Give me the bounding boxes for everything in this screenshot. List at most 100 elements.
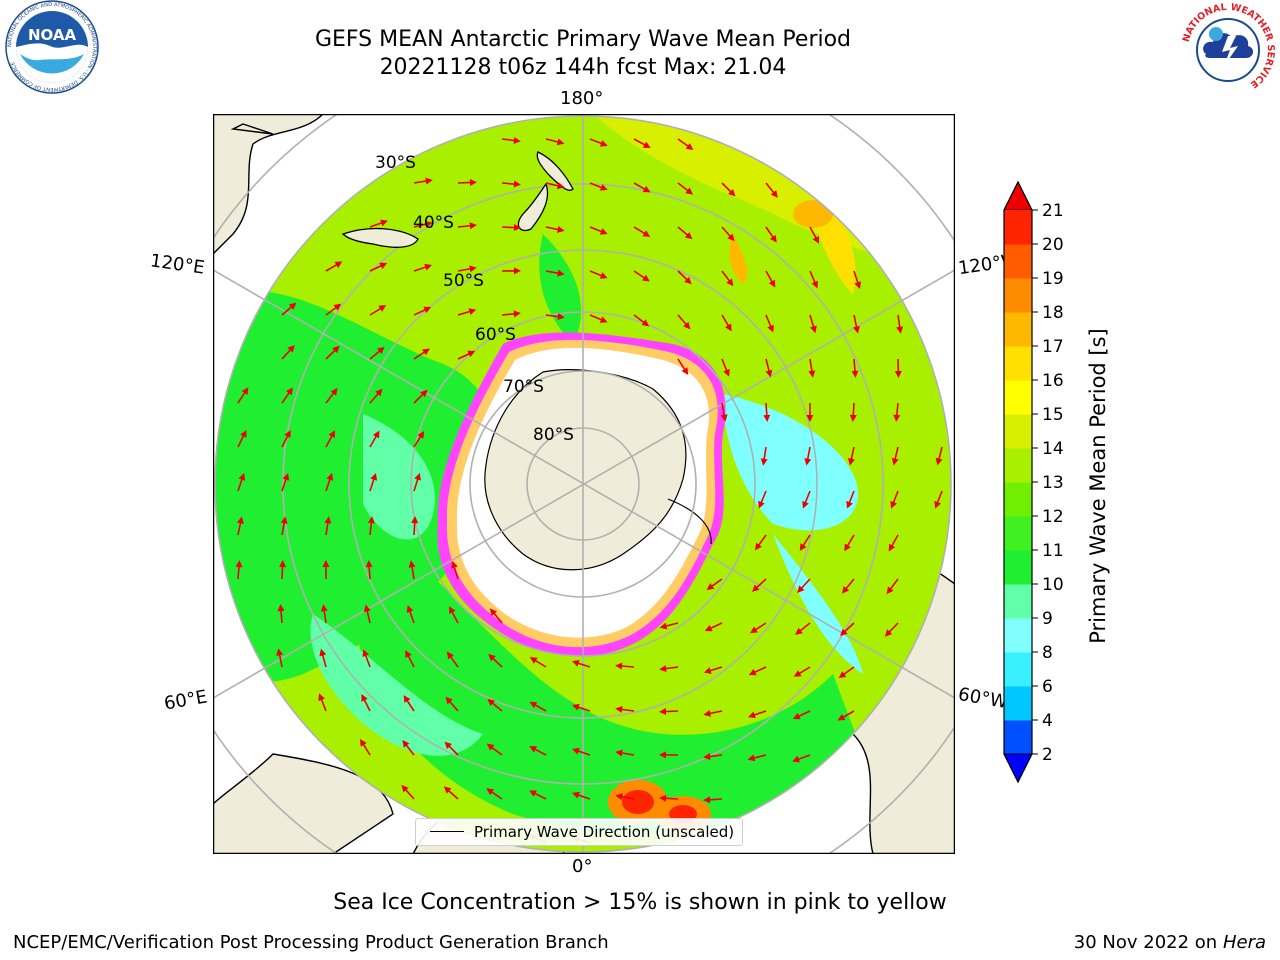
polar-map[interactable]: 30°S 40°S 50°S 60°S 70°S 80°S: [212, 113, 956, 855]
colorbar-segment: [1004, 278, 1032, 313]
wave-arrow-head: [286, 387, 293, 396]
wave-arrow-head: [808, 370, 816, 378]
wave-arrow-head: [279, 560, 287, 568]
wave-arrow-head: [767, 324, 774, 333]
wave-arrow-head: [445, 696, 453, 705]
wave-arrow-head: [641, 319, 650, 327]
lat-label-70s: 70°S: [503, 377, 544, 397]
wave-arrow-head: [886, 586, 894, 595]
chart-subtitle: 20221128 t06z 144h fcst Max: 21.04: [379, 55, 787, 80]
wave-arrow-head: [280, 516, 288, 524]
wave-arrow-head: [424, 263, 433, 271]
colorbar-tick-label: 8: [1042, 643, 1053, 663]
colorbar-segment: [1004, 550, 1032, 585]
wave-arrow-head: [684, 276, 692, 285]
colorbar-tick-label: 13: [1042, 473, 1064, 493]
wave-arrow-head: [401, 784, 409, 793]
wave-arrow-head: [893, 414, 901, 422]
wave-arrow-head: [837, 713, 846, 721]
wave-arrow-head: [704, 624, 713, 632]
wave-arrow-head: [405, 650, 412, 658]
wave-arrow-head: [811, 280, 818, 289]
wave-arrow-head: [571, 659, 580, 667]
wave-arrow-head: [489, 608, 498, 617]
wave-arrow-head: [884, 629, 893, 637]
wave-arrow-head: [896, 326, 904, 334]
colorbar-segment: [1004, 414, 1032, 449]
wave-arrow-head: [799, 543, 807, 551]
wave-arrow-head: [557, 226, 565, 233]
wave-arrow-head: [751, 584, 760, 592]
wave-arrow-head: [750, 626, 758, 634]
wave-arrow-head: [449, 606, 456, 615]
wave-arrow-head: [403, 695, 411, 703]
wave-arrow-head: [642, 185, 651, 193]
wave-arrow-head: [361, 694, 368, 702]
wave-direction-arrows: [235, 136, 943, 844]
wave-arrow-head: [375, 388, 383, 397]
wave-arrow-head: [417, 430, 425, 439]
wave-arrow-head: [706, 583, 715, 591]
wave-arrow-head: [513, 267, 521, 275]
lon-label-60e: 60°E: [162, 686, 209, 715]
footer-branch: NCEP/EMC/Verification Post Processing Pr…: [13, 932, 609, 953]
legend-label: Primary Wave Direction (unscaled): [474, 823, 735, 841]
wave-arrow-head: [725, 323, 732, 332]
colorbar-tick-label: 11: [1042, 541, 1064, 561]
wave-arrow-head: [838, 671, 847, 679]
wave-arrow-head: [556, 182, 565, 190]
wave-arrow-head: [378, 305, 387, 312]
footer-host: Hera: [1222, 932, 1266, 953]
wave-arrow-head: [572, 791, 580, 799]
noaa-logo-text: NOAA: [28, 26, 77, 44]
map-legend: Primary Wave Direction (unscaled): [415, 818, 744, 846]
colorbar-tick-label: 16: [1042, 371, 1064, 391]
wave-arrow-head: [469, 222, 477, 230]
wave-arrow-head: [804, 458, 812, 466]
wave-arrow-head: [659, 622, 668, 630]
wave-arrow-head: [276, 648, 284, 656]
wave-arrow-head: [402, 740, 410, 748]
colorbar-segment: [1004, 210, 1032, 245]
colorbar-tick-label: 15: [1042, 405, 1064, 425]
wave-arrow-head: [330, 387, 338, 396]
wave-arrow-head: [235, 560, 243, 568]
colorbar-segment: [1004, 448, 1032, 483]
colorbar-segment: [1004, 346, 1032, 381]
lon-label-0: 0°: [572, 856, 593, 877]
wave-arrow-head: [324, 516, 332, 524]
map-panel[interactable]: 30°S 40°S 50°S 60°S 70°S 80°S Primary Wa…: [212, 113, 956, 855]
wave-arrow-head: [557, 269, 565, 277]
wave-arrow-head: [377, 346, 385, 355]
wave-arrow-head: [328, 430, 335, 439]
wave-arrow-head: [810, 325, 817, 334]
wave-arrow-head: [703, 796, 711, 804]
wave-arrow-head: [370, 472, 378, 481]
wave-arrow-head: [513, 310, 521, 318]
wave-arrow-head: [848, 457, 855, 466]
wave-arrow-head: [758, 500, 765, 509]
wave-arrow-head: [681, 367, 689, 375]
land-australia-edge: [213, 114, 324, 255]
wave-arrow-head: [763, 414, 771, 422]
lat-label-50s: 50°S: [443, 271, 484, 291]
wave-arrow-head: [446, 651, 454, 660]
colorbar-tick-label: 4: [1042, 711, 1053, 731]
colorbar-tick-label: 20: [1042, 235, 1064, 255]
wave-arrow-head: [318, 693, 325, 702]
wave-arrow-head: [372, 430, 380, 439]
wave-arrow-head: [703, 667, 712, 674]
wave-arrow-head: [444, 741, 452, 750]
land-islands: [230, 123, 274, 135]
wave-arrow-head: [236, 516, 244, 524]
colorbar-tick-label: 2: [1042, 745, 1053, 765]
colorbar-tick-label: 19: [1042, 269, 1064, 289]
wave-arrow-head: [615, 793, 623, 801]
wave-arrow-head: [703, 753, 711, 760]
wave-arrow-head: [486, 788, 495, 796]
wave-arrow-head: [529, 790, 537, 797]
lat-label-80s: 80°S: [533, 425, 574, 445]
wave-arrow-head: [812, 235, 820, 244]
wave-arrow-head: [765, 369, 773, 378]
wave-arrow-head: [802, 500, 809, 509]
